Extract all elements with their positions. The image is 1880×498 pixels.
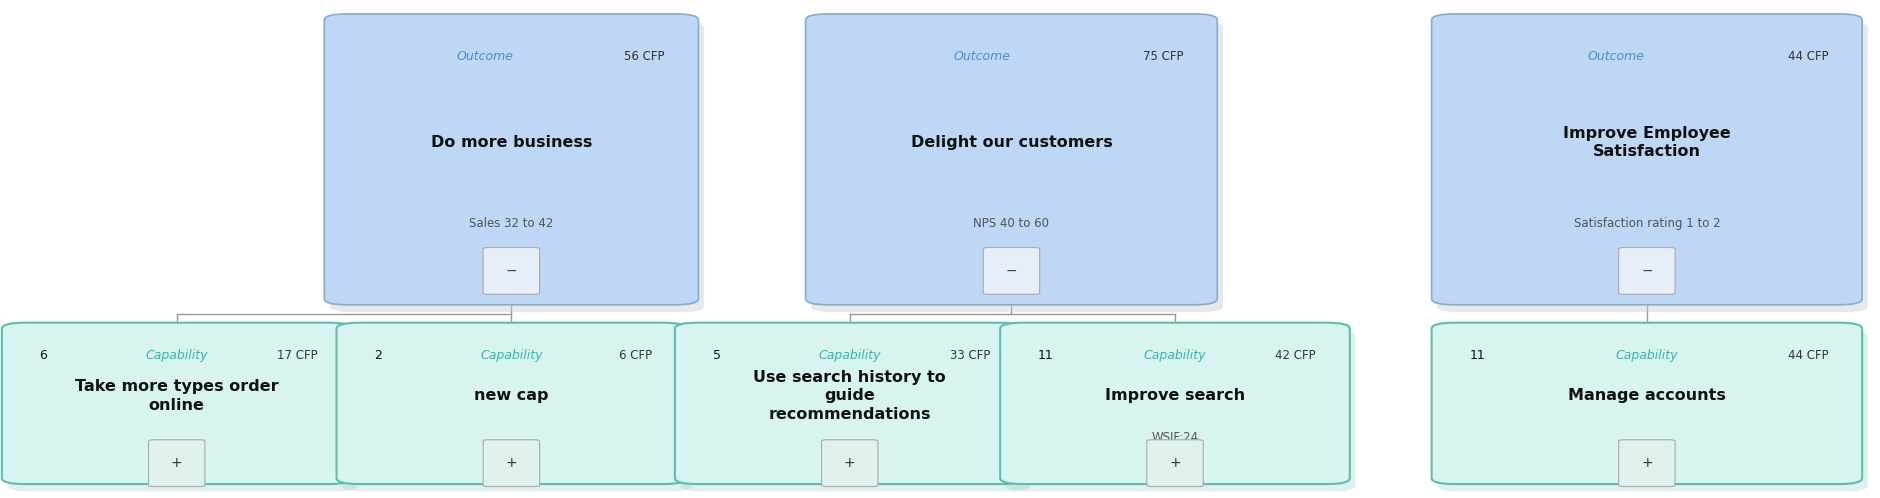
FancyBboxPatch shape [1000, 323, 1350, 484]
FancyBboxPatch shape [337, 323, 686, 484]
Text: +: + [1641, 456, 1653, 470]
Text: 17 CFP: 17 CFP [276, 349, 318, 362]
Text: Capability: Capability [818, 349, 882, 362]
FancyBboxPatch shape [1433, 323, 1861, 484]
FancyBboxPatch shape [331, 21, 703, 312]
Text: Delight our customers: Delight our customers [910, 135, 1113, 150]
Text: 44 CFP: 44 CFP [1788, 50, 1827, 63]
FancyBboxPatch shape [149, 440, 205, 487]
FancyBboxPatch shape [1619, 440, 1675, 487]
FancyBboxPatch shape [483, 440, 540, 487]
FancyBboxPatch shape [1147, 440, 1203, 487]
FancyBboxPatch shape [983, 248, 1040, 294]
Text: Capability: Capability [1143, 349, 1207, 362]
Text: Sales 32 to 42: Sales 32 to 42 [470, 217, 553, 230]
FancyBboxPatch shape [8, 330, 357, 492]
FancyBboxPatch shape [822, 440, 878, 487]
FancyBboxPatch shape [325, 14, 699, 305]
Text: 75 CFP: 75 CFP [1143, 50, 1184, 63]
Text: 33 CFP: 33 CFP [951, 349, 991, 362]
Text: Improve Employee
Satisfaction: Improve Employee Satisfaction [1562, 126, 1731, 159]
Text: Capability: Capability [479, 349, 543, 362]
FancyBboxPatch shape [1619, 248, 1675, 294]
Text: Outcome: Outcome [457, 50, 513, 63]
FancyBboxPatch shape [2, 323, 352, 484]
Text: +: + [844, 456, 855, 470]
Text: WSJF:24: WSJF:24 [1151, 431, 1199, 444]
Text: 11: 11 [1038, 349, 1053, 362]
Text: Improve search: Improve search [1105, 388, 1245, 403]
Text: Use search history to
guide
recommendations: Use search history to guide recommendati… [754, 370, 946, 422]
FancyBboxPatch shape [1433, 14, 1861, 305]
FancyBboxPatch shape [1436, 330, 1869, 492]
Text: Capability: Capability [1615, 349, 1679, 362]
FancyBboxPatch shape [675, 323, 1025, 484]
Text: Take more types order
online: Take more types order online [75, 379, 278, 413]
FancyBboxPatch shape [342, 330, 692, 492]
FancyBboxPatch shape [812, 21, 1222, 312]
Text: 6: 6 [39, 349, 47, 362]
Text: +: + [506, 456, 517, 470]
FancyBboxPatch shape [807, 14, 1218, 305]
Text: 42 CFP: 42 CFP [1275, 349, 1316, 362]
FancyBboxPatch shape [483, 248, 540, 294]
Text: 56 CFP: 56 CFP [624, 50, 666, 63]
Text: Satisfaction rating 1 to 2: Satisfaction rating 1 to 2 [1574, 217, 1720, 230]
Text: −: − [1006, 264, 1017, 278]
Text: 11: 11 [1470, 349, 1485, 362]
FancyBboxPatch shape [1436, 21, 1869, 312]
Text: Outcome: Outcome [1587, 50, 1645, 63]
Text: 44 CFP: 44 CFP [1788, 349, 1827, 362]
Text: 2: 2 [374, 349, 382, 362]
Text: Capability: Capability [145, 349, 209, 362]
Text: Manage accounts: Manage accounts [1568, 388, 1726, 403]
Text: 5: 5 [713, 349, 720, 362]
Text: −: − [506, 264, 517, 278]
Text: NPS 40 to 60: NPS 40 to 60 [974, 217, 1049, 230]
FancyBboxPatch shape [1006, 330, 1355, 492]
Text: Do more business: Do more business [431, 135, 592, 150]
Text: −: − [1641, 264, 1653, 278]
Text: +: + [171, 456, 182, 470]
Text: Outcome: Outcome [953, 50, 1011, 63]
Text: 6 CFP: 6 CFP [619, 349, 652, 362]
Text: new cap: new cap [474, 388, 549, 403]
Text: +: + [1169, 456, 1181, 470]
FancyBboxPatch shape [681, 330, 1030, 492]
